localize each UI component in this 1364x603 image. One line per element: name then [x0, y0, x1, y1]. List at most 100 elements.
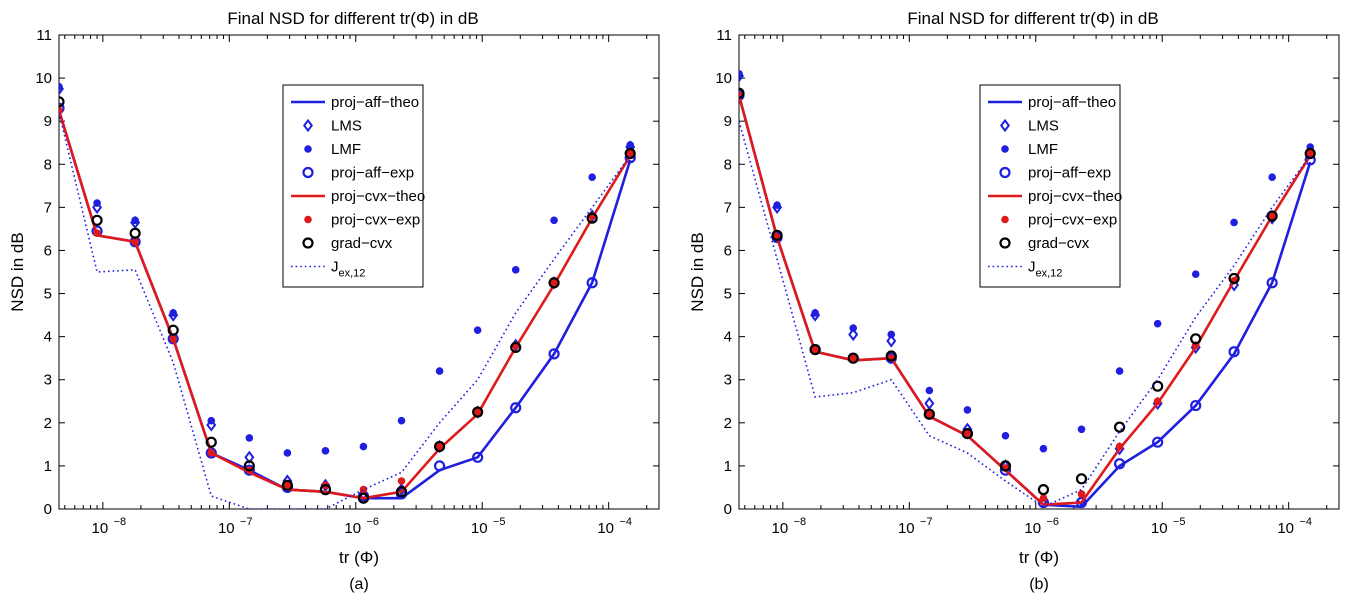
legend: proj−aff−theo LMS LMF proj−aff−exp proj−cvx−…	[282, 84, 425, 288]
x-tick-label: 10	[772, 520, 789, 537]
data-point	[923, 408, 935, 420]
x-axis-label: tr (Φ)	[339, 548, 379, 567]
data-point	[131, 238, 139, 246]
panel-label: (a)	[349, 576, 369, 593]
data-point	[1077, 425, 1086, 434]
x-tick-exponent: −6	[1046, 516, 1059, 528]
legend: proj−aff−theo LMS LMF proj−aff−exp proj−cvx−…	[979, 84, 1122, 288]
data-point	[207, 416, 216, 425]
legend-label: grad−cvx	[331, 235, 393, 252]
data-point	[925, 386, 934, 395]
x-tick-exponent: −5	[493, 516, 506, 528]
y-tick-label: 10	[35, 70, 52, 87]
legend-label: proj−aff−theo	[331, 94, 419, 111]
x-tick-exponent: −8	[794, 516, 807, 528]
data-point	[205, 436, 217, 448]
data-point	[397, 416, 406, 425]
y-tick-label: 2	[724, 415, 732, 432]
data-point	[359, 485, 368, 494]
chart-title: Final NSD for different tr(Φ) in dB	[907, 9, 1158, 28]
data-point	[1268, 173, 1276, 181]
legend-label: LMS	[331, 118, 362, 135]
data-point	[1153, 319, 1162, 328]
plot-area	[59, 82, 636, 509]
legend-label: LMF	[331, 141, 361, 158]
data-point	[395, 486, 408, 498]
legend-frame	[282, 84, 424, 288]
axes-frame	[58, 34, 660, 510]
x-tick-label: 10	[344, 520, 361, 537]
x-tick-label: 10	[597, 520, 614, 537]
legend-label: proj−cvx−theo	[1028, 188, 1122, 205]
data-point	[169, 334, 178, 343]
series-line	[739, 94, 1312, 507]
legend-label: grad−cvx	[1028, 235, 1090, 252]
data-point	[809, 343, 821, 356]
legend-label: proj−aff−theo	[1028, 94, 1116, 111]
y-tick-label: 9	[44, 113, 52, 130]
x-tick-label: 10	[1277, 520, 1294, 537]
data-point	[1266, 277, 1278, 289]
y-tick-label: 0	[44, 501, 52, 518]
data-point	[771, 229, 783, 241]
data-point	[131, 216, 139, 225]
y-tick-label: 8	[724, 156, 732, 173]
data-point	[207, 449, 216, 457]
data-point	[586, 212, 598, 224]
data-point	[1037, 484, 1050, 496]
data-point	[1001, 431, 1010, 440]
data-point	[167, 324, 179, 336]
data-point	[1077, 490, 1086, 498]
y-tick-label: 7	[44, 199, 52, 216]
x-tick-label: 10	[471, 520, 488, 537]
legend-swatch	[302, 166, 314, 179]
y-tick-label: 10	[715, 70, 732, 87]
data-point	[1306, 149, 1315, 158]
data-point	[169, 309, 178, 317]
x-tick-exponent: −8	[114, 516, 127, 528]
x-axis-label: tr (Φ)	[1019, 548, 1059, 567]
data-point	[59, 106, 63, 115]
data-point	[739, 69, 743, 78]
data-point	[848, 327, 859, 342]
chart-panel-b: Final NSD for different tr(Φ) in dB NSD …	[688, 9, 1340, 593]
y-tick-label: 1	[44, 458, 52, 475]
legend-swatch	[304, 215, 312, 224]
data-point	[925, 410, 934, 419]
x-tick-label: 10	[898, 520, 915, 537]
y-tick-label: 7	[724, 199, 732, 216]
data-point	[472, 451, 484, 463]
data-point	[887, 330, 896, 339]
y-tick-label: 2	[44, 415, 52, 432]
legend-swatch	[1000, 118, 1010, 133]
y-tick-label: 5	[44, 286, 52, 303]
data-point	[849, 324, 858, 332]
x-tick-exponent: −6	[366, 516, 379, 528]
chart-title: Final NSD for different tr(Φ) in dB	[227, 9, 478, 28]
legend-frame	[979, 84, 1121, 288]
legend-label: proj−cvx−exp	[1028, 212, 1117, 229]
data-point	[1268, 212, 1276, 220]
data-point	[1113, 458, 1126, 470]
data-point	[283, 481, 292, 490]
x-tick-label: 10	[1024, 520, 1041, 537]
data-point	[511, 266, 520, 274]
data-point	[319, 484, 332, 496]
y-tick-label: 9	[724, 113, 732, 130]
x-tick-label: 10	[1151, 520, 1168, 537]
data-point	[1115, 367, 1124, 375]
data-point	[1228, 346, 1240, 358]
legend-label: proj−cvx−theo	[331, 188, 425, 205]
data-point	[1115, 442, 1124, 451]
data-point	[283, 449, 292, 457]
y-tick-label: 3	[44, 372, 52, 389]
data-point	[586, 277, 598, 289]
legend-swatch	[1001, 215, 1009, 224]
data-point	[1191, 270, 1200, 278]
plot-area	[739, 69, 1316, 509]
y-tick-label: 4	[44, 329, 52, 346]
data-point	[1152, 436, 1164, 448]
legend-swatch	[999, 166, 1011, 179]
data-point	[91, 214, 103, 226]
